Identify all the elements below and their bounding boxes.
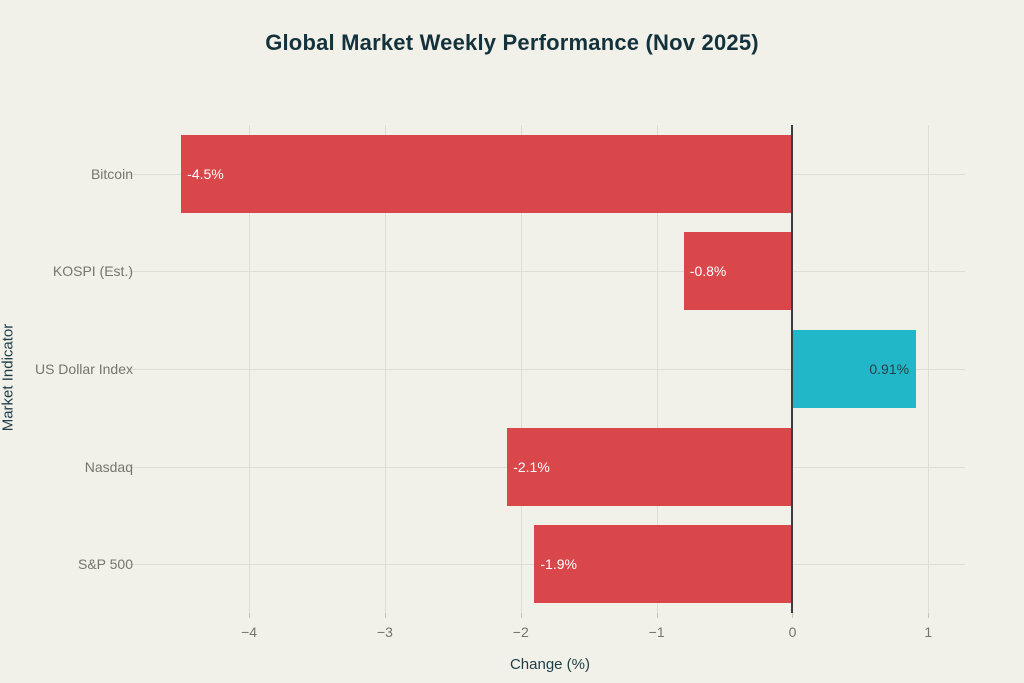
bar-value-label: -0.8% (689, 263, 727, 280)
x-tick-label: −1 (648, 624, 665, 640)
v-gridline (384, 125, 386, 613)
x-tick-mark (520, 613, 522, 618)
x-tick-label: 1 (924, 624, 933, 640)
x-tick-label: 0 (788, 624, 797, 640)
x-tick-label: −2 (512, 624, 529, 640)
y-axis-title: Market Indicator (0, 323, 17, 432)
v-gridline (520, 125, 522, 613)
x-tick-mark (928, 613, 930, 618)
category-label-bitcoin: Bitcoin (90, 165, 133, 182)
h-gridline (129, 369, 965, 370)
v-gridline (928, 125, 930, 613)
x-tick-mark (656, 613, 658, 618)
chart-title: Global Market Weekly Performance (Nov 20… (265, 30, 759, 55)
bar-kospi-est: -0.8% (683, 232, 793, 311)
category-label-us-dollar-index: US Dollar Index (34, 361, 133, 377)
plot-area: -4.5% -0.8% 0.91% -2.1% -1.9% (129, 125, 965, 613)
h-gridline (129, 271, 965, 273)
bar-value-label: -2.1% (513, 458, 550, 475)
x-axis-title: Change (%) (509, 656, 591, 673)
bar-bitcoin: -4.5% (181, 134, 793, 213)
bar-value-label: 0.91% (869, 361, 910, 377)
category-label-nasdaq: Nasdaq (84, 458, 133, 475)
v-gridline (656, 125, 658, 613)
x-tick-mark (249, 613, 251, 618)
x-tick-mark (384, 613, 386, 618)
v-gridline (249, 125, 251, 613)
zero-line (791, 125, 794, 613)
bar-value-label: -1.9% (540, 556, 577, 573)
bar-value-label: -4.5% (187, 165, 224, 182)
bar-nasdaq: -2.1% (507, 427, 793, 506)
bar-us-dollar-index: 0.91% (792, 330, 917, 408)
category-label-s-p-500: S&P 500 (77, 556, 133, 573)
category-label-kospi-est: KOSPI (Est.) (52, 263, 133, 280)
x-tick-label: −3 (376, 624, 393, 640)
bar-s-p-500: -1.9% (534, 525, 793, 604)
x-tick-mark (792, 613, 794, 618)
x-tick-label: −4 (241, 624, 258, 640)
